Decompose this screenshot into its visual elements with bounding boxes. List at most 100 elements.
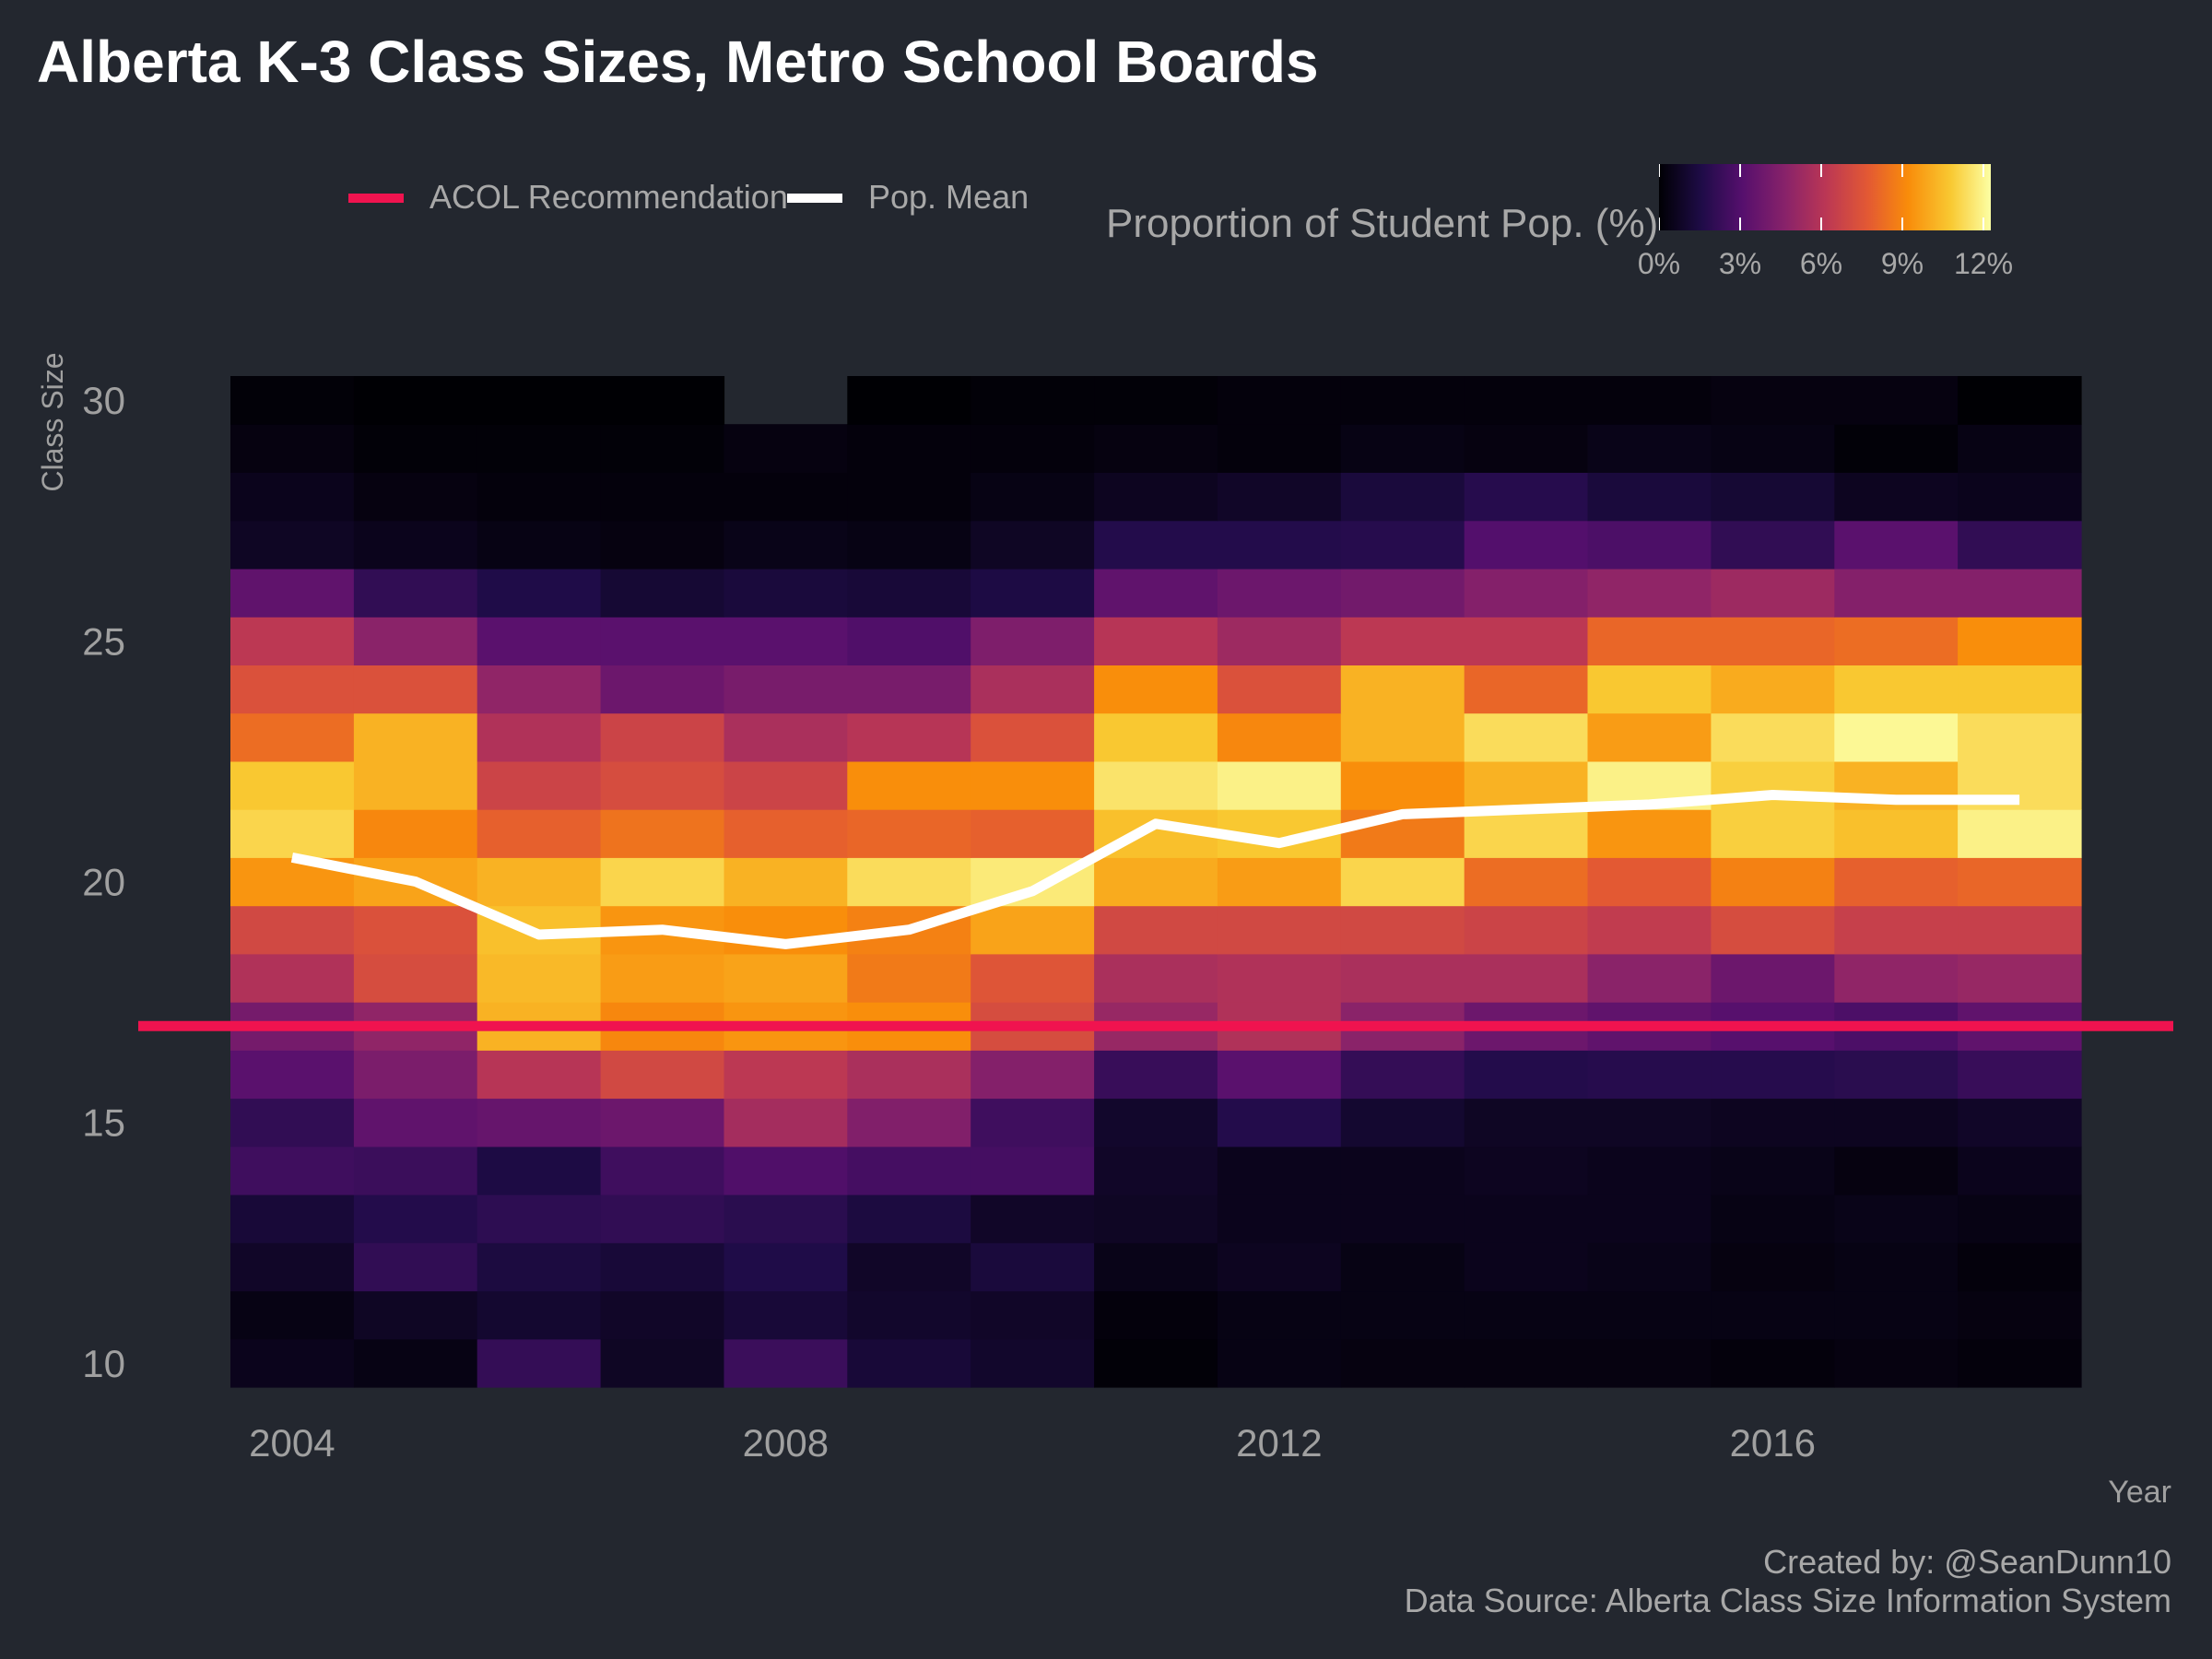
heatmap-cell bbox=[847, 760, 971, 810]
heatmap-cell bbox=[230, 1098, 355, 1147]
heatmap-cell bbox=[1834, 376, 1959, 425]
heatmap-cell bbox=[1587, 857, 1712, 907]
x-tick-label: 2004 bbox=[249, 1421, 335, 1465]
heatmap-cell bbox=[477, 953, 602, 1003]
heatmap-cell bbox=[1464, 520, 1589, 570]
heatmap-cell bbox=[353, 472, 478, 522]
heatmap-cell bbox=[1834, 617, 1959, 665]
heatmap-cell bbox=[230, 1338, 355, 1388]
heatmap-cell bbox=[847, 520, 971, 570]
heatmap-cell bbox=[1340, 953, 1465, 1003]
heatmap-cell bbox=[1094, 569, 1218, 618]
heatmap-cell bbox=[1340, 1098, 1465, 1147]
heatmap-cell bbox=[1094, 1290, 1218, 1340]
heatmap-cell bbox=[1711, 1338, 1835, 1388]
heatmap-cell bbox=[1217, 953, 1342, 1003]
heatmap-cell bbox=[1587, 1338, 1712, 1388]
heatmap-cell bbox=[1834, 857, 1959, 907]
heatmap-cell bbox=[1587, 472, 1712, 522]
heatmap-cell bbox=[971, 569, 1095, 618]
heatmap-cell bbox=[477, 617, 602, 665]
legend-label-mean: Pop. Mean bbox=[868, 178, 1030, 216]
heatmap-cell bbox=[477, 1050, 602, 1100]
y-axis-label: Class Size bbox=[36, 352, 69, 491]
heatmap-cell bbox=[1834, 424, 1959, 473]
heatmap-cell bbox=[1464, 1242, 1589, 1292]
heatmap-cell bbox=[477, 376, 602, 425]
heatmap-cell bbox=[1464, 1050, 1589, 1100]
heatmap-cell bbox=[1464, 424, 1589, 473]
heatmap-cell bbox=[477, 665, 602, 714]
heatmap-cell bbox=[847, 1338, 971, 1388]
heatmap-cell bbox=[1094, 376, 1218, 425]
heatmap-cell bbox=[971, 953, 1095, 1003]
heatmap-cell bbox=[230, 809, 355, 858]
legend-label-acol: ACOL Recommendation bbox=[429, 178, 788, 216]
heatmap-cell bbox=[600, 1050, 725, 1100]
heatmap-cell bbox=[353, 905, 478, 955]
heatmap-cell bbox=[1958, 1290, 2082, 1340]
heatmap-cell bbox=[847, 665, 971, 714]
heatmap-cell bbox=[600, 520, 725, 570]
heatmap-cell bbox=[1711, 1290, 1835, 1340]
heatmap-cell bbox=[230, 520, 355, 570]
heatmap-cell bbox=[600, 569, 725, 618]
heatmap-cell bbox=[1958, 809, 2082, 858]
heatmap-cell bbox=[1464, 1338, 1589, 1388]
heatmap-cell bbox=[1958, 617, 2082, 665]
heatmap-cell bbox=[1587, 809, 1712, 858]
colorbar-tick-label: 6% bbox=[1799, 247, 1843, 280]
heatmap-cell bbox=[847, 1050, 971, 1100]
heatmap-cell bbox=[230, 569, 355, 618]
heatmap-cell bbox=[230, 472, 355, 522]
heatmap-cell bbox=[1094, 760, 1218, 810]
heatmap-cell bbox=[1834, 520, 1959, 570]
heatmap-cell bbox=[847, 1146, 971, 1195]
heatmap-cell bbox=[1217, 617, 1342, 665]
legend-key-acol bbox=[348, 194, 404, 203]
heatmap-cell bbox=[1094, 857, 1218, 907]
heatmap-cell bbox=[1711, 665, 1835, 714]
y-tick-label: 10 bbox=[82, 1342, 125, 1385]
heatmap-cell bbox=[971, 376, 1095, 425]
heatmap-cell bbox=[1217, 520, 1342, 570]
y-tick-label: 20 bbox=[82, 861, 125, 904]
heatmap-cell bbox=[1340, 1242, 1465, 1292]
heatmap-cell bbox=[1587, 1050, 1712, 1100]
heatmap-cell bbox=[724, 617, 848, 665]
heatmap-cell bbox=[353, 1146, 478, 1195]
heatmap-cell bbox=[1834, 569, 1959, 618]
heatmap-cell bbox=[1094, 520, 1218, 570]
heatmap-cell bbox=[1340, 905, 1465, 955]
heatmap-cell bbox=[1587, 569, 1712, 618]
heatmap-cell bbox=[477, 712, 602, 762]
heatmap-cell bbox=[1094, 1098, 1218, 1147]
heatmap-cell bbox=[1217, 665, 1342, 714]
x-tick-label: 2016 bbox=[1730, 1421, 1816, 1465]
heatmap-cell bbox=[971, 809, 1095, 858]
heatmap-cell bbox=[353, 1050, 478, 1100]
heatmap-cell bbox=[1834, 712, 1959, 762]
heatmap-cell bbox=[1834, 1146, 1959, 1195]
heatmap-cell bbox=[724, 1050, 848, 1100]
heatmap-cell bbox=[1958, 712, 2082, 762]
heatmap-cell bbox=[1340, 712, 1465, 762]
heatmap-cell bbox=[1340, 760, 1465, 810]
heatmap-cell bbox=[1834, 953, 1959, 1003]
heatmap-cell bbox=[1958, 1242, 2082, 1292]
colorbar-tick-label: 3% bbox=[1718, 247, 1762, 280]
heatmap-cell bbox=[1464, 665, 1589, 714]
heatmap-cell bbox=[1587, 617, 1712, 665]
heatmap-cell bbox=[1711, 712, 1835, 762]
heatmap-cell bbox=[724, 953, 848, 1003]
heatmap-cell bbox=[353, 1242, 478, 1292]
heatmap-cell bbox=[1464, 1146, 1589, 1195]
y-tick-label: 15 bbox=[82, 1101, 125, 1145]
heatmap-cell bbox=[1094, 424, 1218, 473]
heatmap-cell bbox=[847, 1194, 971, 1243]
heatmap-cell bbox=[1834, 1098, 1959, 1147]
heatmap-cell bbox=[1711, 1098, 1835, 1147]
heatmap-cell bbox=[724, 712, 848, 762]
heatmap-cell bbox=[1340, 569, 1465, 618]
heatmap-cell bbox=[1217, 376, 1342, 425]
